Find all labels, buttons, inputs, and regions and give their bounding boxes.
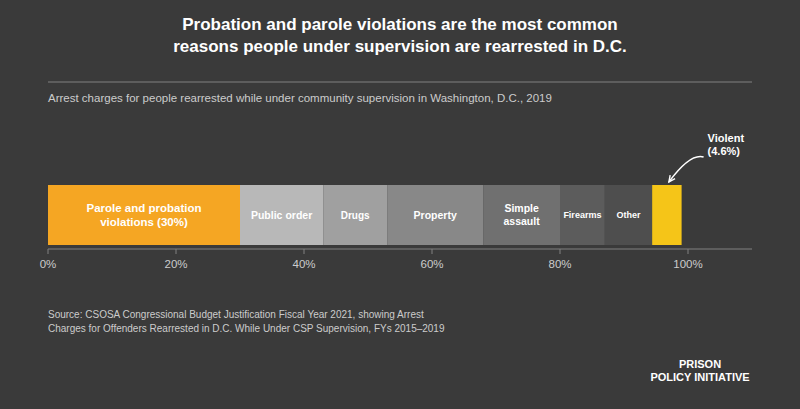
subtitle: Arrest charges for people rearrested whi… xyxy=(48,92,552,104)
segment-label: Property xyxy=(414,209,457,221)
annotation-arrowhead xyxy=(669,175,675,182)
background xyxy=(0,0,800,409)
x-tick xyxy=(688,249,689,254)
segment-label: Drugs xyxy=(341,210,370,221)
bar-segment xyxy=(48,185,240,245)
x-tick-label: 20% xyxy=(164,258,187,270)
x-axis-line xyxy=(48,249,752,250)
x-tick xyxy=(432,249,433,254)
segment-labels: Parole and probationviolations (30%) Publ… xyxy=(86,202,640,228)
x-tick-label: 100% xyxy=(673,258,702,270)
title: Probation and parole violations are the … xyxy=(173,15,627,56)
segment-label: Parole and probationviolations (30%) xyxy=(86,202,201,228)
x-tick-label: 0% xyxy=(40,258,57,270)
x-tick xyxy=(304,249,305,254)
segment-label-outside: Violent(4.6%) xyxy=(708,132,745,157)
x-tick-label: 60% xyxy=(420,258,443,270)
x-tick xyxy=(48,249,49,254)
x-tick-label: 80% xyxy=(548,258,571,270)
bar-segment xyxy=(387,185,483,245)
x-tick xyxy=(176,249,177,254)
plot-area xyxy=(48,185,682,245)
annotation-arrow xyxy=(669,157,704,182)
bar-segment xyxy=(652,185,681,245)
bar-segment xyxy=(483,185,560,245)
segment-label: Public order xyxy=(251,209,312,221)
separator xyxy=(48,82,752,83)
bar-segment xyxy=(605,185,652,245)
bar-segment xyxy=(240,185,323,245)
segment-label: Other xyxy=(616,210,641,220)
bar-segment xyxy=(560,185,605,245)
logo-text: PRISONPOLICY INITIATIVE xyxy=(650,358,749,383)
segment-label: Simpleassault xyxy=(504,202,541,227)
x-tick-label: 40% xyxy=(292,258,315,270)
segment-label: Firearms xyxy=(563,210,601,220)
source: Source: CSOSA Congressional Budget Justi… xyxy=(48,309,445,334)
x-tick xyxy=(560,249,561,254)
bar-segment xyxy=(323,185,387,245)
